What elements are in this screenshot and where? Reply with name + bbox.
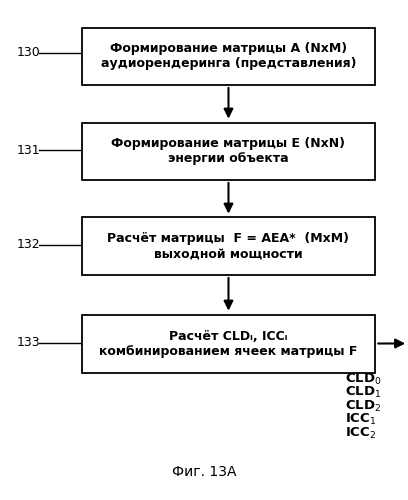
Text: CLD$_0$: CLD$_0$: [345, 372, 381, 386]
Text: Формирование матрицы E (NxN)
энергии объекта: Формирование матрицы E (NxN) энергии объ…: [111, 137, 346, 165]
Text: Расчёт матрицы  F = AEA*  (MxM)
выходной мощности: Расчёт матрицы F = AEA* (MxM) выходной м…: [107, 232, 350, 260]
Text: 131: 131: [16, 144, 40, 156]
Text: Фиг. 13А: Фиг. 13А: [172, 466, 236, 479]
FancyBboxPatch shape: [82, 122, 375, 180]
Text: ICC$_1$: ICC$_1$: [345, 412, 376, 427]
Text: CLD$_2$: CLD$_2$: [345, 398, 381, 413]
Text: 133: 133: [16, 336, 40, 349]
Text: Формирование матрицы A (NxM)
аудиорендеринга (представления): Формирование матрицы A (NxM) аудиорендер…: [101, 42, 356, 70]
Text: ICC$_2$: ICC$_2$: [345, 426, 376, 440]
FancyBboxPatch shape: [82, 28, 375, 85]
Text: 130: 130: [16, 46, 40, 59]
Text: CLD$_1$: CLD$_1$: [345, 385, 381, 400]
FancyBboxPatch shape: [82, 315, 375, 372]
Text: 132: 132: [16, 238, 40, 252]
FancyBboxPatch shape: [82, 218, 375, 275]
Text: Расчёт CLDᵢ, ICCᵢ
комбинированием ячеек матрицы F: Расчёт CLDᵢ, ICCᵢ комбинированием ячеек …: [99, 330, 358, 358]
